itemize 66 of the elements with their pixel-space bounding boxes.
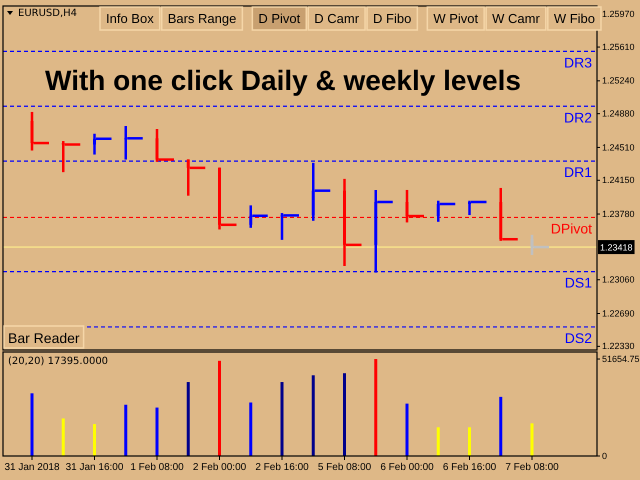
- button: W Pivot: [426, 6, 485, 31]
- y-tick-label: 0: [602, 450, 608, 461]
- bar: [312, 375, 315, 456]
- y-tick-label: 1.24510: [602, 142, 635, 152]
- annotation: D Fibo: [373, 11, 412, 26]
- bar: [30, 393, 34, 456]
- y-tick-label: 1.22330: [602, 341, 635, 352]
- button: D Pivot: [252, 6, 308, 31]
- button: Info Box: [99, 6, 160, 31]
- x-tick-label: 2 Feb 16:00: [255, 462, 310, 474]
- y-tick-label: 1.23060: [602, 274, 635, 285]
- bar: [62, 418, 65, 456]
- annotation: Info Box: [106, 11, 154, 26]
- bar: [468, 427, 471, 456]
- y-tick-label: 1.24150: [602, 175, 635, 186]
- annotation: W Pivot: [433, 11, 479, 26]
- button: Bars Range: [160, 6, 244, 31]
- bar: [156, 408, 158, 456]
- x-tick-label: 5 Feb 08:00: [318, 462, 372, 474]
- bar: [530, 423, 534, 456]
- ref-line-label: DR1: [564, 164, 592, 180]
- bar: [186, 382, 190, 456]
- button: D Fibo: [366, 6, 418, 31]
- annotation: D Camr: [314, 11, 360, 26]
- button: Bar Reader: [3, 325, 84, 349]
- bar: [124, 404, 128, 456]
- bar: [249, 402, 252, 456]
- annotation: W Camr: [492, 11, 540, 26]
- button: W Fibo: [547, 6, 602, 31]
- y-tick-label: 1.25240: [602, 76, 635, 86]
- annotation: EURUSD,H4: [18, 8, 78, 19]
- ref-line-label: DR2: [564, 109, 592, 126]
- chart-title: (20,20) 17395.0000: [8, 356, 108, 367]
- ref-line-label: DR3: [564, 54, 592, 70]
- annotation: D Pivot: [258, 11, 301, 26]
- annotation: W Fibo: [554, 11, 595, 26]
- x-tick-label: 1 Feb 08:00: [130, 462, 184, 474]
- text: With one click Daily & weekly levels: [45, 65, 521, 96]
- annotation: Bar Reader: [8, 330, 80, 346]
- button: D Camr: [308, 6, 366, 31]
- ref-line-label: DS2: [564, 330, 592, 346]
- bar: [436, 427, 440, 456]
- x-tick-label: 7 Feb 08:00: [505, 462, 560, 474]
- x-tick-label: 31 Jan 2018: [4, 462, 60, 474]
- y-tick-label: 51654.75: [602, 354, 640, 364]
- bar: [406, 404, 408, 456]
- annotation: Bars Range: [168, 11, 236, 26]
- y-tick-label: 1.23780: [602, 208, 635, 219]
- x-tick-label: 2 Feb 00:00: [192, 462, 247, 474]
- y-tick-label: 1.25610: [602, 42, 635, 52]
- bar: [93, 424, 96, 456]
- bar: [374, 359, 378, 456]
- bar: [499, 396, 502, 456]
- bar: [343, 373, 346, 456]
- button: W Camr: [485, 6, 547, 31]
- y-tick-label: 1.24880: [602, 108, 635, 119]
- ref-line-label: DS1: [564, 274, 592, 291]
- x-tick-label: 6 Feb 16:00: [442, 462, 497, 474]
- ref-line-label: 1.23418: [600, 242, 633, 253]
- x-tick-label: 6 Feb 00:00: [380, 462, 434, 474]
- bar: [280, 382, 284, 456]
- y-tick-label: 1.25970: [602, 9, 635, 20]
- bar: [218, 360, 221, 456]
- ref-line-label: DPivot: [550, 220, 592, 236]
- y-tick-label: 1.22690: [602, 308, 635, 318]
- x-tick-label: 31 Jan 16:00: [66, 462, 124, 474]
